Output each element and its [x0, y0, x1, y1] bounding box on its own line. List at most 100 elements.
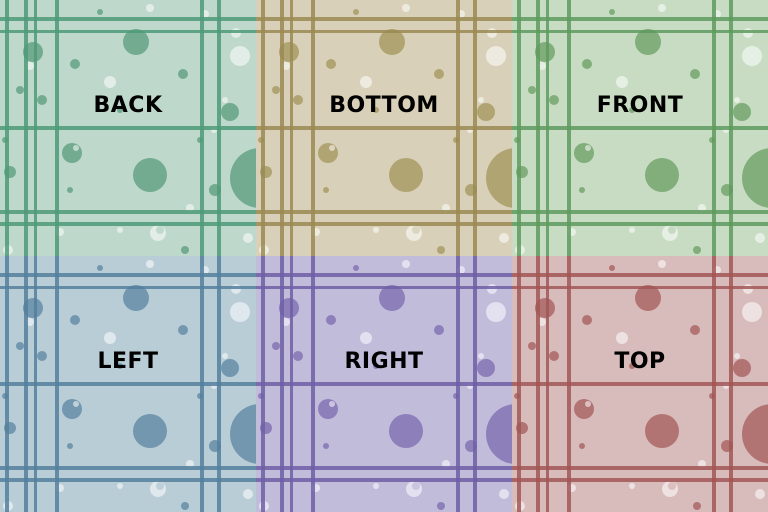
pattern-highlight	[616, 332, 628, 344]
pattern-dot	[67, 187, 73, 193]
pattern-dot	[379, 285, 405, 311]
pattern-dot	[230, 404, 256, 464]
pattern-horizontal-line	[512, 286, 768, 289]
face-back-label: BACK	[93, 93, 163, 118]
face-left-pattern	[0, 256, 256, 512]
pattern-dot	[37, 351, 47, 361]
pattern-dot	[574, 143, 594, 163]
pattern-dot	[373, 363, 379, 369]
pattern-highlight	[478, 353, 484, 359]
pattern-horizontal-line	[512, 210, 768, 214]
pattern-highlight	[230, 46, 250, 66]
face-right-label: RIGHT	[344, 349, 424, 374]
pattern-dot	[389, 414, 423, 448]
pattern-dot	[62, 399, 82, 419]
pattern-horizontal-line	[512, 126, 768, 130]
pattern-dot	[221, 359, 239, 377]
face-back: BACK	[0, 0, 256, 256]
pattern-highlight	[734, 97, 740, 103]
pattern-dot	[323, 187, 329, 193]
pattern-highlight	[658, 260, 666, 268]
pattern-horizontal-line	[0, 478, 256, 482]
pattern-highlight	[585, 145, 591, 151]
pattern-dot	[16, 86, 24, 94]
pattern-dot	[70, 59, 80, 69]
pattern-highlight	[755, 489, 765, 499]
pattern-highlight	[373, 483, 379, 489]
pattern-dot	[609, 9, 615, 15]
pattern-highlight	[73, 145, 79, 151]
pattern-highlight	[329, 401, 335, 407]
face-bottom-pattern	[256, 0, 512, 256]
pattern-horizontal-line	[0, 17, 256, 21]
pattern-horizontal-line	[256, 210, 512, 214]
pattern-highlight	[742, 46, 762, 66]
pattern-horizontal-line	[256, 30, 512, 33]
pattern-highlight	[222, 97, 228, 103]
pattern-horizontal-line	[0, 273, 256, 277]
pattern-highlight	[742, 302, 762, 322]
pattern-dot	[733, 103, 751, 121]
pattern-highlight	[662, 225, 678, 241]
pattern-dot	[67, 443, 73, 449]
pattern-dot	[62, 143, 82, 163]
face-back-pattern	[0, 0, 256, 256]
pattern-highlight	[104, 76, 116, 88]
pattern-dot	[690, 69, 700, 79]
pattern-highlight	[373, 227, 379, 233]
pattern-highlight	[616, 76, 628, 88]
pattern-highlight	[230, 302, 250, 322]
pattern-highlight	[734, 353, 740, 359]
pattern-dot	[318, 399, 338, 419]
pattern-highlight	[486, 46, 506, 66]
pattern-highlight	[360, 76, 372, 88]
pattern-horizontal-line	[0, 222, 256, 226]
pattern-dot	[123, 29, 149, 55]
pattern-dot	[645, 414, 679, 448]
pattern-dot	[178, 69, 188, 79]
pattern-dot	[16, 342, 24, 350]
pattern-highlight	[629, 483, 635, 489]
pattern-dot	[326, 315, 336, 325]
pattern-dot	[323, 443, 329, 449]
face-left-label: LEFT	[97, 349, 159, 374]
pattern-dot	[574, 399, 594, 419]
face-front-label: FRONT	[596, 93, 684, 118]
pattern-horizontal-line	[256, 273, 512, 277]
pattern-dot	[549, 351, 559, 361]
pattern-horizontal-line	[0, 30, 256, 33]
pattern-highlight	[117, 227, 123, 233]
pattern-dot	[635, 29, 661, 55]
pattern-horizontal-line	[512, 478, 768, 482]
face-left: LEFT	[0, 256, 256, 512]
face-bottom-label: BOTTOM	[329, 93, 439, 118]
pattern-horizontal-line	[256, 17, 512, 21]
pattern-dot	[609, 265, 615, 271]
pattern-horizontal-line	[512, 30, 768, 33]
pattern-dot	[181, 502, 189, 510]
pattern-highlight	[629, 227, 635, 233]
pattern-highlight	[402, 4, 410, 12]
pattern-dot	[37, 95, 47, 105]
face-right: RIGHT	[256, 256, 512, 512]
pattern-horizontal-line	[256, 478, 512, 482]
pattern-highlight	[243, 233, 253, 243]
pattern-horizontal-line	[512, 222, 768, 226]
pattern-dot	[629, 107, 635, 113]
pattern-highlight	[662, 481, 678, 497]
pattern-dot	[230, 148, 256, 208]
face-top-label: TOP	[614, 349, 666, 374]
pattern-highlight	[499, 233, 509, 243]
pattern-horizontal-line	[256, 126, 512, 130]
pattern-dot	[117, 363, 123, 369]
pattern-dot	[528, 342, 536, 350]
pattern-dot	[528, 86, 536, 94]
face-front-pattern	[512, 0, 768, 256]
pattern-highlight	[150, 481, 166, 497]
pattern-horizontal-line	[256, 382, 512, 386]
pattern-highlight	[222, 353, 228, 359]
pattern-dot	[645, 158, 679, 192]
pattern-highlight	[117, 483, 123, 489]
pattern-dot	[133, 158, 167, 192]
